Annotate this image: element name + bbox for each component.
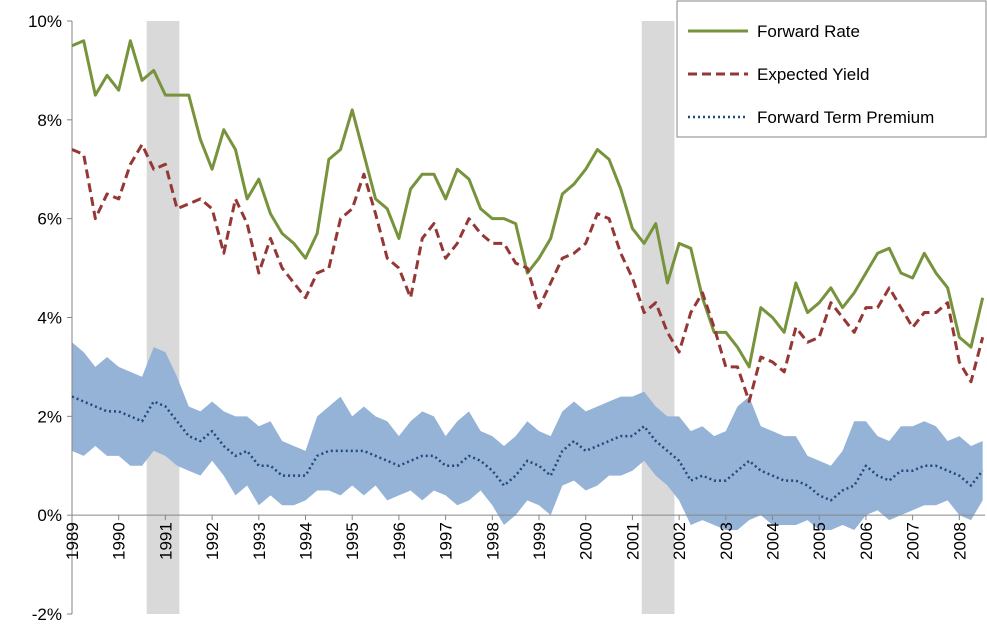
legend-label: Forward Rate [757, 22, 860, 41]
x-tick-label: 1989 [63, 522, 82, 560]
legend-box [676, 0, 987, 138]
y-tick-label: 0% [37, 506, 62, 525]
x-tick-label: 2000 [577, 522, 596, 560]
y-tick-label: 6% [37, 210, 62, 229]
series-line [71, 39, 985, 369]
x-tick-label: 2005 [810, 522, 829, 560]
x-tick-label: 1994 [297, 522, 316, 560]
x-tick-label: 1990 [110, 522, 129, 560]
y-tick-label: 4% [37, 309, 62, 328]
x-tick-label: 1992 [203, 522, 222, 560]
y-tick-label: -2% [32, 605, 62, 624]
x-tick-label: 1995 [343, 522, 362, 560]
x-tick-label: 2008 [950, 522, 969, 560]
x-tick-label: 1999 [530, 522, 549, 560]
series-line [71, 143, 985, 404]
x-tick-label: 1996 [390, 522, 409, 560]
x-tick-label: 2004 [764, 522, 783, 560]
legend-label: Expected Yield [757, 65, 869, 84]
x-tick-label: 2003 [717, 522, 736, 560]
x-tick-label: 2001 [623, 522, 642, 560]
x-tick-label: 1997 [437, 522, 456, 560]
x-tick-label: 1998 [483, 522, 502, 560]
y-tick-label: 8% [37, 111, 62, 130]
series-line [71, 395, 984, 502]
x-tick-label: 1993 [250, 522, 269, 560]
confidence-band [72, 342, 983, 530]
legend: Forward Rate Expected Yield Forward Term P… [676, 0, 987, 138]
x-tick-label: 1991 [156, 522, 175, 560]
x-tick-label: 2002 [670, 522, 689, 560]
x-tick-label: 2006 [857, 522, 876, 560]
x-tick-label: 2007 [904, 522, 923, 560]
legend-label: Forward Term Premium [757, 108, 934, 127]
y-tick-label: 10% [28, 12, 62, 31]
y-tick-label: 2% [37, 407, 62, 426]
